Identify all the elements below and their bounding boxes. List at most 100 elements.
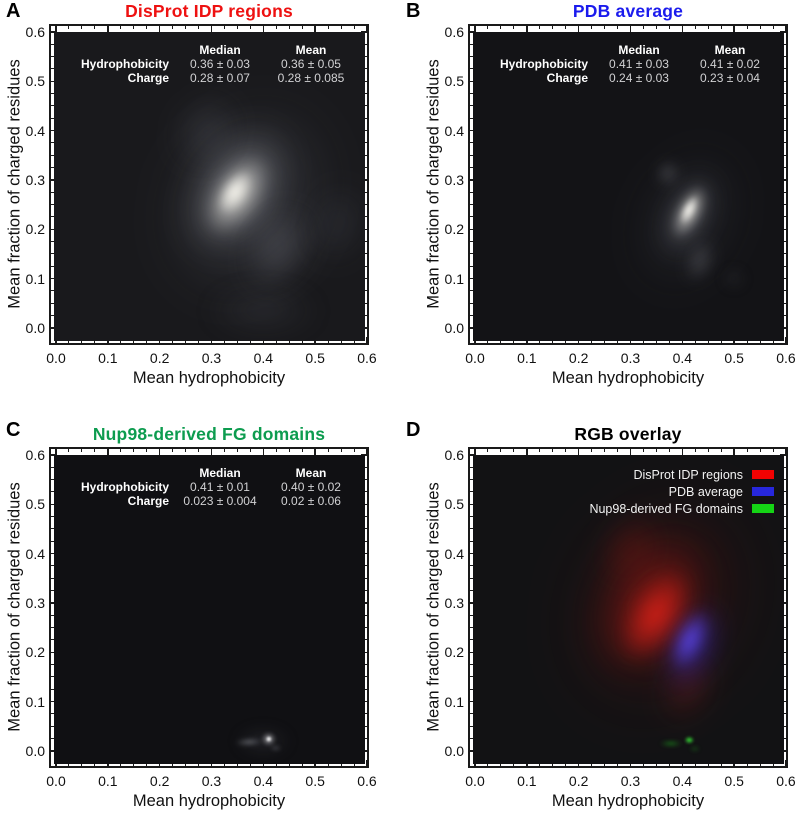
- tick-mark: [51, 302, 54, 304]
- tick-mark: [470, 540, 473, 542]
- tick-mark: [275, 763, 277, 766]
- tick-mark: [51, 639, 54, 641]
- tick-mark: [746, 763, 748, 766]
- panel-title: PDB average: [572, 1, 684, 21]
- y-tick-label: 0.3: [25, 594, 45, 611]
- stats-row-label: Hydrophobicity: [80, 57, 169, 71]
- x-tick-label: 0.5: [305, 773, 325, 789]
- y-tick-label: 0.5: [25, 496, 45, 513]
- x-tick-label: 0.1: [98, 350, 118, 366]
- tick-mark: [759, 763, 761, 766]
- tick-mark: [720, 763, 722, 766]
- tick-mark: [539, 340, 541, 343]
- tick-mark: [500, 449, 502, 452]
- tick-mark: [51, 688, 54, 690]
- tick-mark: [783, 614, 786, 616]
- tick-mark: [353, 26, 355, 29]
- x-tick-label: 0.0: [46, 350, 66, 366]
- tick-mark: [783, 688, 786, 690]
- tick-mark: [364, 142, 367, 144]
- tick-mark: [327, 26, 329, 29]
- y-tick-label: 0.4: [444, 122, 464, 139]
- tick-mark: [783, 93, 786, 95]
- tick-mark: [301, 340, 303, 343]
- x-tick-label: 0.3: [201, 350, 222, 366]
- tick-mark: [470, 676, 473, 678]
- tick-mark: [604, 763, 606, 766]
- panel-title: RGB overlay: [574, 424, 682, 444]
- tick-mark: [364, 265, 367, 267]
- tick-mark: [327, 763, 329, 766]
- tick-mark: [249, 763, 251, 766]
- tick-mark: [526, 449, 528, 455]
- x-tick-label: 0.2: [568, 773, 589, 789]
- legend-item: PDB average: [468, 483, 788, 500]
- tick-mark: [783, 216, 786, 218]
- tick-mark: [364, 216, 367, 218]
- stats-mean-value: 0.23 ± 0.04: [700, 71, 760, 85]
- legend-label: PDB average: [668, 484, 743, 499]
- tick-mark: [236, 763, 238, 766]
- tick-mark: [642, 763, 644, 766]
- x-tick-label: 0.5: [305, 350, 325, 366]
- tick-mark: [81, 449, 83, 452]
- tick-mark: [288, 763, 290, 766]
- tick-mark: [223, 340, 225, 343]
- tick-mark: [51, 738, 54, 740]
- tick-mark: [591, 763, 593, 766]
- tick-mark: [68, 449, 70, 452]
- density-plot: [54, 455, 365, 764]
- tick-mark: [500, 763, 502, 766]
- stats-header-mean: Mean: [295, 466, 327, 480]
- tick-mark: [470, 738, 473, 740]
- tick-mark: [51, 204, 54, 206]
- tick-mark: [94, 26, 96, 29]
- tick-mark: [681, 449, 684, 455]
- stats-median-value: 0.24 ± 0.03: [609, 71, 669, 85]
- tick-mark: [364, 167, 367, 169]
- tick-mark: [783, 565, 786, 567]
- tick-mark: [655, 449, 657, 452]
- tick-mark: [470, 664, 473, 666]
- tick-mark: [539, 26, 541, 29]
- tick-mark: [249, 26, 251, 29]
- tick-mark: [314, 449, 316, 455]
- tick-mark: [364, 590, 367, 592]
- tick-mark: [51, 565, 54, 567]
- tick-mark: [364, 639, 367, 641]
- tick-mark: [539, 449, 541, 452]
- stats-header-median: Median: [199, 466, 241, 480]
- tick-mark: [51, 725, 54, 727]
- tick-mark: [353, 763, 355, 766]
- tick-mark: [340, 763, 342, 766]
- tick-mark: [364, 290, 367, 292]
- tick-mark: [198, 449, 200, 452]
- tick-mark: [783, 204, 786, 206]
- tick-mark: [94, 763, 96, 766]
- tick-mark: [51, 491, 54, 493]
- tick-mark: [565, 449, 567, 452]
- tick-mark: [668, 26, 670, 29]
- tick-mark: [94, 340, 96, 343]
- tick-mark: [513, 26, 515, 29]
- tick-mark: [470, 302, 473, 304]
- tick-mark: [51, 93, 54, 95]
- tick-mark: [275, 449, 277, 452]
- panel-letter-d: D: [406, 419, 421, 441]
- tick-mark: [364, 479, 367, 481]
- tick-mark: [470, 265, 473, 267]
- tick-mark: [552, 763, 554, 766]
- tick-mark: [314, 26, 316, 32]
- tick-mark: [591, 26, 593, 29]
- y-tick-label: 0.1: [444, 270, 464, 287]
- tick-mark: [783, 738, 786, 740]
- tick-mark: [94, 449, 96, 452]
- tick-mark: [642, 26, 644, 29]
- tick-mark: [513, 449, 515, 452]
- tick-mark: [353, 340, 355, 343]
- density-blob: [687, 745, 702, 753]
- tick-mark: [577, 26, 580, 32]
- tick-mark: [172, 26, 174, 29]
- tick-mark: [617, 26, 619, 29]
